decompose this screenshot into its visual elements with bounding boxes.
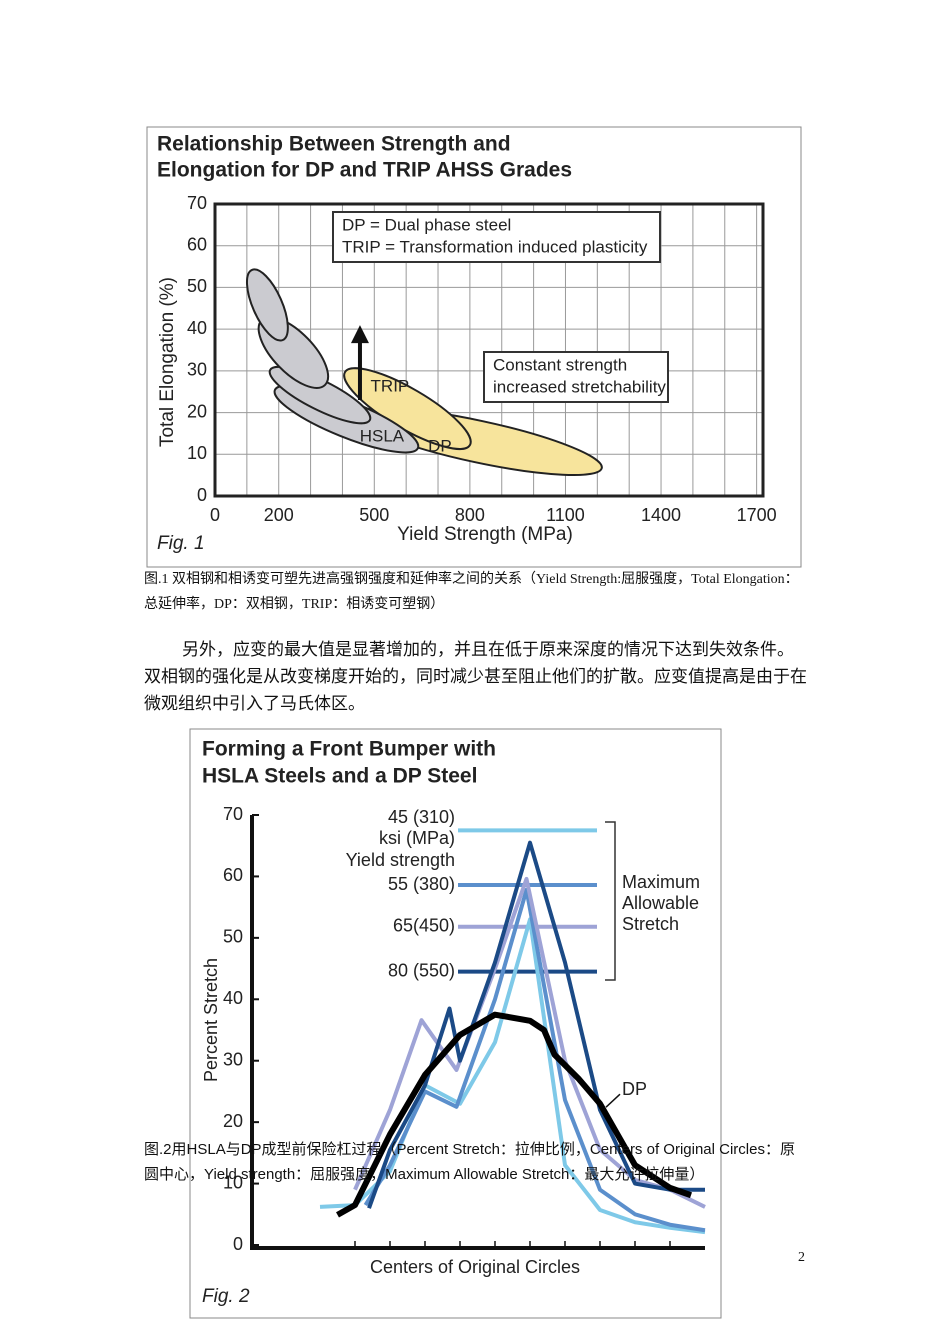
page-number: 2 <box>798 1250 805 1265</box>
x-tick-label: 0 <box>210 505 220 525</box>
line <box>353 876 706 1209</box>
y-tick-label: 40 <box>223 988 243 1008</box>
legend-label: 55 (380) <box>388 874 455 894</box>
line <box>336 1011 692 1218</box>
region-label: HSLA <box>360 427 405 446</box>
x-tick-label: 1100 <box>546 505 585 525</box>
y-tick-label: 40 <box>187 318 207 338</box>
series-label: DP <box>622 1079 647 1099</box>
y-tick-label: 10 <box>223 1172 243 1192</box>
caption: 图.1 双相钢和相诱变可塑先进高强钢强度和延伸率之间的关系（Yield Stre… <box>144 572 799 612</box>
legend-heading: Yield strength <box>346 850 455 870</box>
y-tick-label: 20 <box>223 1111 243 1131</box>
paragraph: 另外，应变的最大值是显著增加的，并且在低于原来深度的情况下达到失效条件。双相钢的… <box>144 640 807 713</box>
note-box <box>332 211 661 263</box>
y-tick-label: 30 <box>223 1049 243 1069</box>
y-tick-label: 50 <box>187 276 207 296</box>
y-tick-label: 10 <box>187 443 207 463</box>
line <box>367 840 705 1209</box>
note-box <box>483 351 669 403</box>
bracket-label: Allowable <box>622 893 699 913</box>
legend-label: 80 (550) <box>388 960 455 980</box>
legend-label: 45 (310) <box>388 807 455 827</box>
arrow-head <box>350 325 369 344</box>
x-axis-label: Centers of Original Circles <box>370 1257 580 1277</box>
x-tick-label: 500 <box>359 505 389 525</box>
y-tick-label: 20 <box>187 401 207 421</box>
chart-title: Forming a Front Bumper with <box>202 738 496 761</box>
y-tick-label: 30 <box>187 360 207 380</box>
bracket <box>605 821 616 981</box>
bracket-label: Maximum <box>622 872 700 892</box>
plot-frame <box>213 202 765 498</box>
y-tick-label: 60 <box>187 234 207 254</box>
figure-label: Fig. 1 <box>157 533 205 554</box>
y-tick-label: 70 <box>223 804 243 824</box>
legend-heading: ksi (MPa) <box>379 828 455 848</box>
note-text: increased stretchability <box>493 377 666 396</box>
figure-label: Fig. 2 <box>202 1286 250 1307</box>
figure-frame <box>189 728 722 1319</box>
x-tick-label: 1700 <box>737 505 777 525</box>
y-tick-label: 70 <box>187 193 207 213</box>
legend-label: 65(450) <box>393 916 455 936</box>
y-tick-label: 0 <box>197 485 207 505</box>
label-leader <box>605 1093 621 1108</box>
x-tick-label: 800 <box>455 505 485 525</box>
caption: 图.2用HSLA与DP成型前保险杠过程（Percent Stretch：拉伸比例… <box>144 1141 795 1183</box>
chart-title: Elongation for DP and TRIP AHSS Grades <box>157 159 572 182</box>
x-tick-label: 1400 <box>641 505 681 525</box>
figure-frame <box>146 126 802 568</box>
chart-title: HSLA Steels and a DP Steel <box>202 765 477 788</box>
chart-title: Relationship Between Strength and <box>157 133 511 156</box>
x-axis-label: Yield Strength (MPa) <box>397 524 573 545</box>
bracket-label: Stretch <box>622 914 679 934</box>
y-axis-label: Percent Stretch <box>201 958 221 1082</box>
x-tick-label: 200 <box>264 505 294 525</box>
note-text: DP = Dual phase steel <box>342 215 511 234</box>
line <box>363 887 706 1233</box>
region-label: TRIP <box>371 377 410 396</box>
y-tick-label: 50 <box>223 927 243 947</box>
y-axis-label: Total Elongation (%) <box>157 277 178 447</box>
y-tick-label: 60 <box>223 865 243 885</box>
note-text: TRIP = Transformation induced plasticity <box>342 237 648 256</box>
region <box>245 268 289 342</box>
note-text: Constant strength <box>493 355 627 374</box>
region-label: DP <box>428 436 452 455</box>
y-tick-label: 0 <box>233 1234 243 1254</box>
